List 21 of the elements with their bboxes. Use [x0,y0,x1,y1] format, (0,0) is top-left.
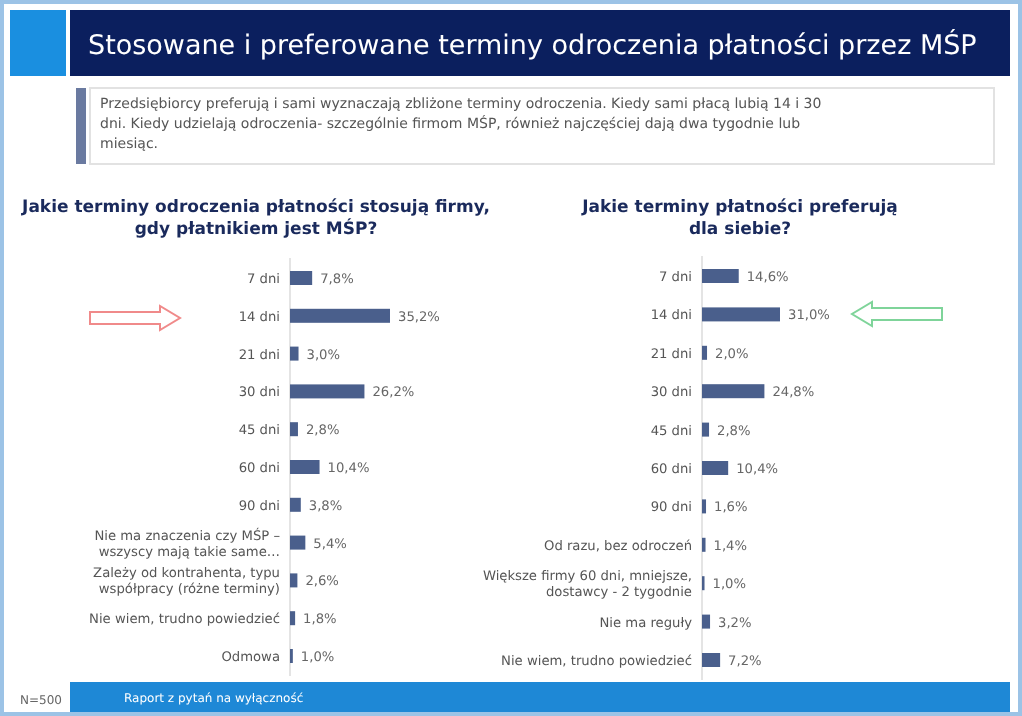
bar [290,308,390,323]
bar [702,384,765,399]
bar [290,497,301,512]
bar [702,307,780,322]
bar [702,422,710,437]
bar [702,269,739,283]
chart-title: Jakie terminy płatności preferują dla siebie? [580,198,899,240]
bar [290,422,298,437]
chart-title: Jakie terminy odroczenia płatności stosują firmy, gdy płatnikiem jest MŚP? [20,198,490,240]
bar [702,653,721,667]
bar [702,345,708,360]
bar [290,535,306,550]
text: Stosowane i preferowane terminy odroczenia płatności przez MŚP [88,28,977,62]
bar [290,611,296,626]
bar [290,384,365,399]
bar [702,614,711,629]
bar [290,573,298,588]
bar [702,461,729,475]
bar [290,460,320,474]
bar [290,346,299,361]
bar [290,271,313,285]
